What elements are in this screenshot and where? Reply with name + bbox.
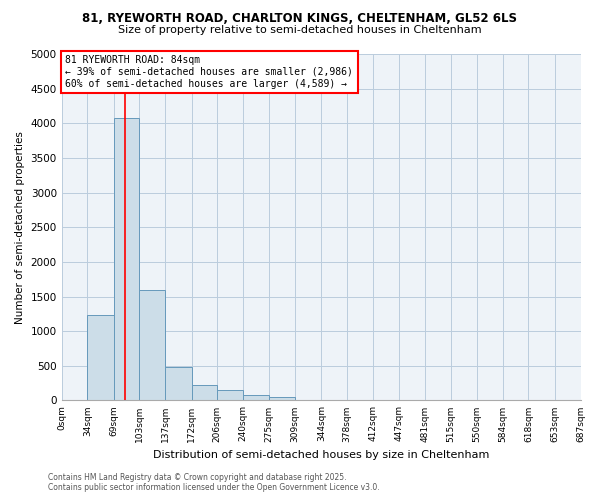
Bar [269, 397, 295, 400]
Bar [114, 118, 139, 400]
Y-axis label: Number of semi-detached properties: Number of semi-detached properties [15, 131, 25, 324]
Bar [217, 390, 243, 400]
Text: 81, RYEWORTH ROAD, CHARLTON KINGS, CHELTENHAM, GL52 6LS: 81, RYEWORTH ROAD, CHARLTON KINGS, CHELT… [83, 12, 517, 26]
Bar [165, 367, 191, 400]
Text: Size of property relative to semi-detached houses in Cheltenham: Size of property relative to semi-detach… [118, 25, 482, 35]
Text: 81 RYEWORTH ROAD: 84sqm
← 39% of semi-detached houses are smaller (2,986)
60% of: 81 RYEWORTH ROAD: 84sqm ← 39% of semi-de… [65, 56, 353, 88]
Bar [191, 385, 217, 400]
X-axis label: Distribution of semi-detached houses by size in Cheltenham: Distribution of semi-detached houses by … [153, 450, 489, 460]
Bar [139, 290, 165, 401]
Bar [243, 395, 269, 400]
Bar [88, 314, 114, 400]
Text: Contains HM Land Registry data © Crown copyright and database right 2025.
Contai: Contains HM Land Registry data © Crown c… [48, 473, 380, 492]
